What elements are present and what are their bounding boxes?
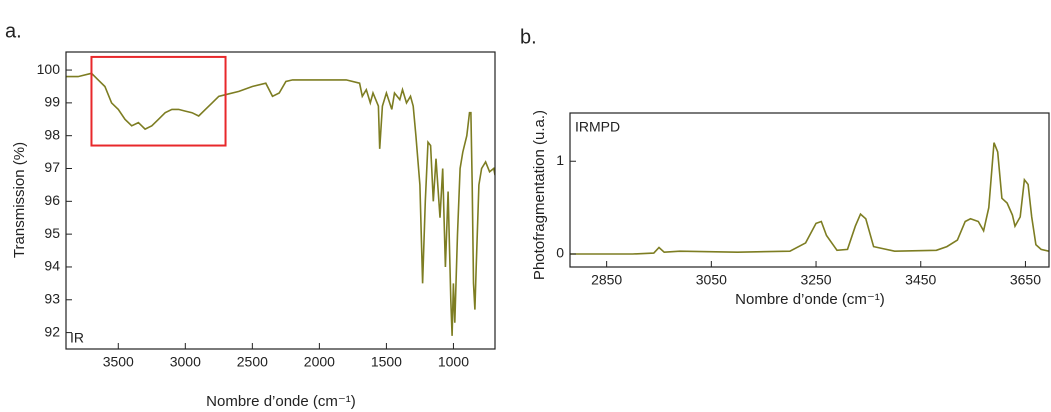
spectrum-line (570, 142, 1049, 255)
x-tick-label: 1500 (371, 354, 402, 370)
x-tick-label: 3000 (170, 354, 201, 370)
panel-label: a. (5, 20, 22, 42)
y-tick-label: 95 (44, 225, 60, 241)
annotation: IRMPD (575, 119, 620, 135)
x-tick-label: 2000 (304, 354, 335, 370)
y-tick-label: 97 (44, 159, 60, 175)
annotation: IR (70, 330, 84, 346)
x-axis-label: Nombre d’onde (cm⁻¹) (735, 291, 885, 308)
y-axis-label: Photofragmentation (u.a.) (531, 110, 548, 280)
y-tick-label: 96 (44, 192, 60, 208)
y-tick-label: 98 (44, 126, 60, 142)
y-tick-label: 99 (44, 94, 60, 110)
plot-frame (569, 112, 1050, 268)
x-tick-label: 3650 (1010, 272, 1041, 288)
y-tick-label: 94 (44, 258, 60, 274)
plot-area (570, 142, 1049, 255)
x-axis-label: Nombre d’onde (cm⁻¹) (206, 393, 356, 410)
y-axis-label: Transmission (%) (11, 142, 28, 258)
x-tick-label: 3500 (103, 354, 134, 370)
x-tick-label: 3450 (905, 272, 936, 288)
highlight-box (90, 55, 227, 147)
plot-frame (65, 51, 496, 350)
y-tick-label: 0 (556, 245, 564, 261)
x-tick-label: 3050 (696, 272, 727, 288)
y-tick-label: 93 (44, 290, 60, 306)
x-tick-label: 2500 (237, 354, 268, 370)
x-tick-label: 1000 (438, 354, 469, 370)
panel-label: b. (520, 26, 537, 48)
y-tick-label: 1 (556, 152, 564, 168)
plot-area (66, 72, 495, 336)
x-tick-label: 3250 (800, 272, 831, 288)
y-tick-label: 92 (44, 323, 60, 339)
y-tick-label: 100 (37, 61, 61, 77)
x-tick-label: 2850 (591, 272, 622, 288)
spectrum-line (66, 72, 495, 336)
